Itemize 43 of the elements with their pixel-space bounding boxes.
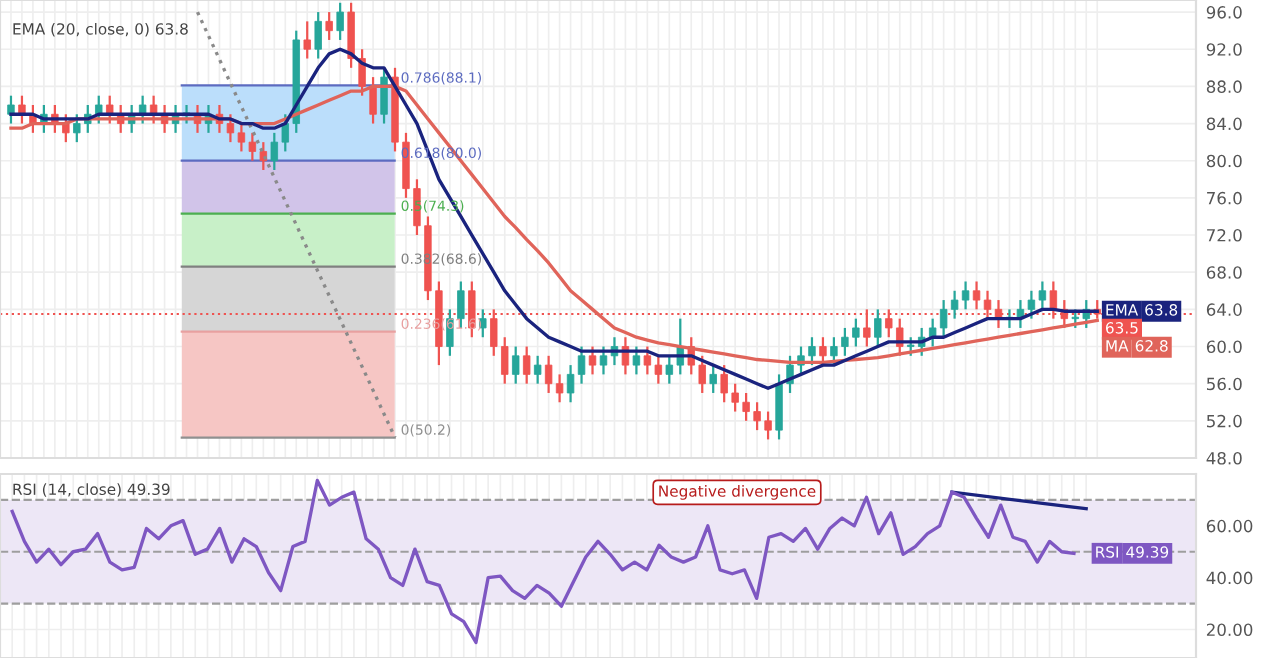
y-tick-label: 52.0: [1207, 414, 1242, 428]
y-tick-label: 72.0: [1207, 229, 1242, 242]
candlestick: [7, 94, 15, 125]
line-series: [10, 478, 1076, 645]
candlestick: [599, 345, 608, 376]
candlestick: [863, 308, 871, 348]
candlestick: [303, 20, 311, 60]
y-tick-label: 56.0: [1207, 377, 1242, 391]
candlestick: [106, 94, 114, 125]
y-tick-label: 96.0: [1206, 6, 1242, 19]
candlestick: [588, 345, 597, 376]
candlestick: [380, 66, 388, 125]
y-tick-label: 84.0: [1206, 117, 1242, 131]
candlestick: [632, 345, 641, 376]
candlestick: [325, 10, 333, 42]
candlestick: [347, 1, 355, 69]
candlestick: [874, 308, 882, 348]
y-tick-label: 92.0: [1206, 43, 1242, 56]
candlestick: [709, 363, 717, 395]
candlestick: [336, 1, 344, 42]
y-tick-label: 40.00: [1206, 571, 1253, 585]
candlestick: [314, 10, 322, 60]
candlestick: [972, 280, 981, 311]
candlestick: [775, 373, 783, 441]
y-tick-label: 60.0: [1206, 340, 1242, 354]
candlestick: [479, 308, 487, 339]
y-tick-label: 68.0: [1206, 266, 1242, 279]
candlestick: [819, 336, 827, 367]
y-tick-label: 80.0: [1206, 154, 1242, 168]
candlestick: [369, 76, 377, 125]
y-tick-label: 48.0: [1206, 451, 1242, 465]
candlestick: [522, 345, 531, 385]
candlestick: [95, 94, 103, 125]
candlestick: [138, 94, 147, 125]
y-tick-label: 60.00: [1206, 519, 1253, 533]
y-tick-label: 20.00: [1206, 623, 1253, 637]
candlestick: [18, 94, 26, 125]
candlestick: [533, 354, 542, 385]
y-tick-label: 64.0: [1206, 303, 1242, 316]
candlestick: [511, 345, 520, 385]
y-tick-label: 76.0: [1207, 191, 1242, 205]
y-tick-label: 88.0: [1206, 80, 1242, 93]
candlestick: [149, 94, 158, 125]
